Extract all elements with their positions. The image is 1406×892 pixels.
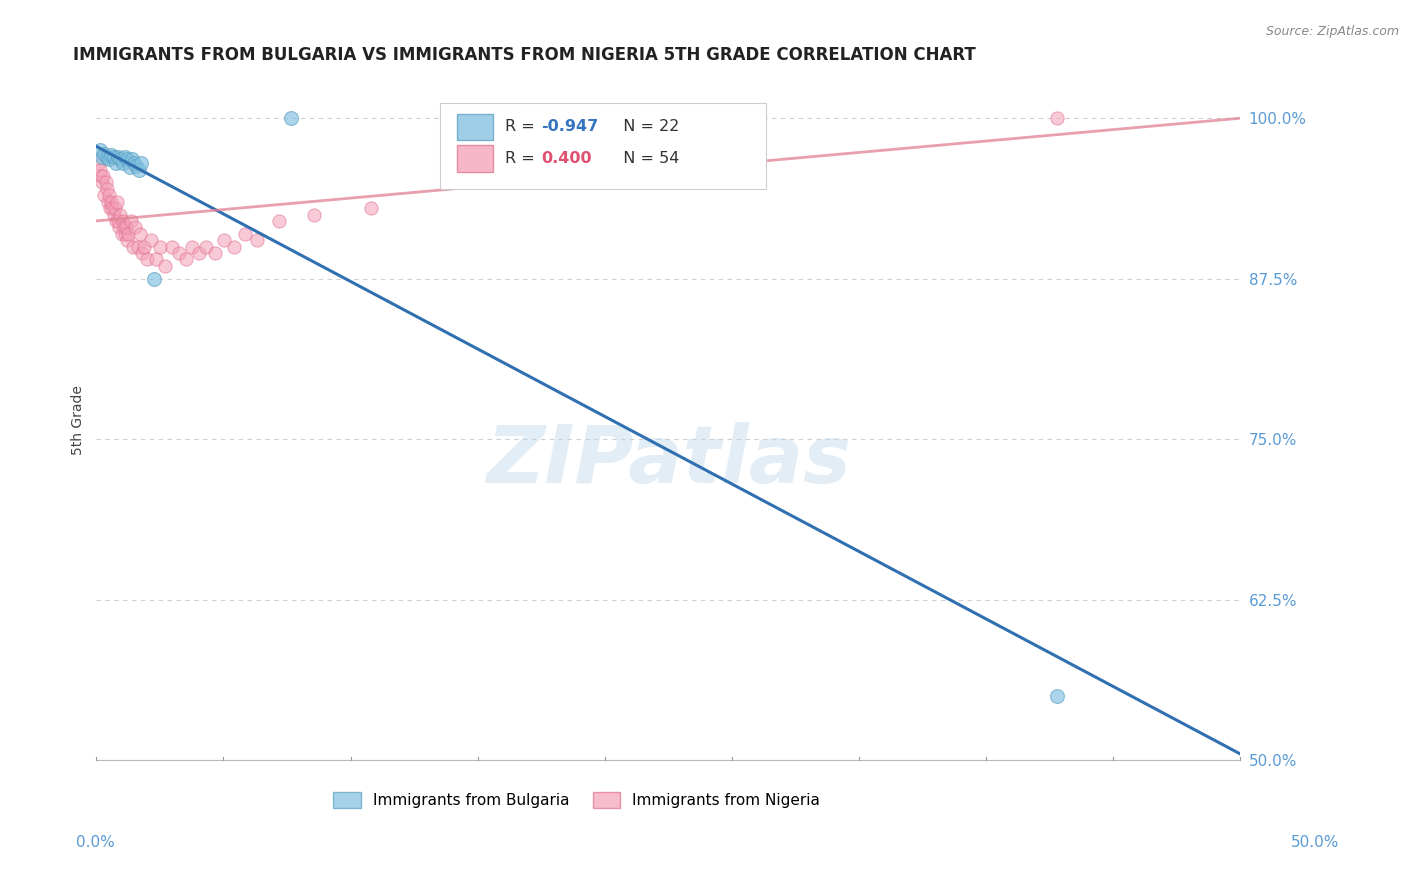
Point — [87, 156, 110, 170]
Text: N = 22: N = 22 — [613, 120, 679, 135]
Point — [121, 153, 143, 167]
Point — [91, 176, 114, 190]
Point — [98, 201, 121, 215]
Point — [122, 239, 145, 253]
Point — [195, 239, 218, 253]
Text: 0.400: 0.400 — [541, 151, 592, 166]
Point — [90, 169, 112, 183]
Point — [104, 214, 127, 228]
Point — [269, 214, 291, 228]
Text: ZIPatlas: ZIPatlas — [486, 422, 851, 500]
FancyBboxPatch shape — [457, 145, 494, 171]
Point — [181, 239, 204, 253]
Point — [214, 233, 236, 247]
Point — [97, 188, 120, 202]
Point — [103, 150, 125, 164]
Point — [110, 153, 132, 167]
Point — [110, 207, 132, 221]
Point — [100, 194, 122, 209]
Point — [117, 227, 139, 241]
Point — [188, 246, 211, 260]
Text: 0.0%: 0.0% — [76, 836, 115, 850]
Point — [302, 207, 325, 221]
Point — [245, 233, 267, 247]
Point — [135, 252, 157, 267]
Text: 50.0%: 50.0% — [1291, 836, 1339, 850]
Point — [107, 214, 129, 228]
Point — [114, 227, 136, 241]
Point — [120, 214, 142, 228]
Point — [100, 148, 122, 162]
Text: R =: R = — [505, 120, 540, 135]
Text: -0.947: -0.947 — [541, 120, 599, 135]
Point — [108, 220, 131, 235]
Point — [1046, 112, 1069, 126]
Point — [103, 207, 125, 221]
Point — [131, 246, 153, 260]
Point — [96, 182, 118, 196]
Point — [167, 246, 190, 260]
Point — [105, 194, 128, 209]
Point — [204, 246, 226, 260]
Point — [145, 252, 167, 267]
Point — [153, 259, 176, 273]
Point — [93, 188, 115, 202]
Point — [115, 233, 138, 247]
Point — [149, 239, 172, 253]
Point — [89, 162, 111, 177]
Point — [101, 201, 124, 215]
Point — [222, 239, 245, 253]
Point — [134, 239, 156, 253]
Point — [104, 201, 127, 215]
Point — [141, 233, 163, 247]
Point — [128, 162, 150, 177]
Point — [233, 227, 256, 241]
Point — [122, 156, 145, 170]
Point — [93, 147, 115, 161]
Point — [115, 153, 138, 167]
Text: Source: ZipAtlas.com: Source: ZipAtlas.com — [1265, 25, 1399, 38]
Point — [91, 169, 114, 183]
Point — [280, 112, 302, 126]
Point — [1046, 689, 1069, 703]
Point — [112, 220, 135, 235]
Point — [107, 150, 129, 164]
Point — [94, 176, 117, 190]
Point — [360, 201, 382, 215]
Point — [104, 156, 127, 170]
Text: N = 54: N = 54 — [613, 151, 679, 166]
FancyBboxPatch shape — [440, 103, 765, 188]
Text: R =: R = — [505, 151, 540, 166]
Point — [118, 160, 141, 174]
Point — [127, 239, 149, 253]
Point — [142, 271, 165, 285]
Text: IMMIGRANTS FROM BULGARIA VS IMMIGRANTS FROM NIGERIA 5TH GRADE CORRELATION CHART: IMMIGRANTS FROM BULGARIA VS IMMIGRANTS F… — [73, 46, 976, 64]
Point — [160, 239, 183, 253]
Point — [114, 150, 136, 164]
Point — [111, 214, 134, 228]
Legend: Immigrants from Bulgaria, Immigrants from Nigeria: Immigrants from Bulgaria, Immigrants fro… — [328, 786, 827, 814]
Point — [89, 144, 111, 158]
Point — [111, 156, 134, 170]
Point — [174, 252, 197, 267]
Point — [128, 227, 150, 241]
Y-axis label: 5th Grade: 5th Grade — [72, 385, 86, 455]
Point — [129, 156, 152, 170]
FancyBboxPatch shape — [457, 113, 494, 140]
Point — [97, 194, 120, 209]
Point — [110, 227, 132, 241]
Point — [124, 220, 146, 235]
Point — [96, 150, 118, 164]
Point — [97, 153, 120, 167]
Point — [115, 220, 138, 235]
Point — [91, 150, 114, 164]
Point — [125, 159, 148, 173]
